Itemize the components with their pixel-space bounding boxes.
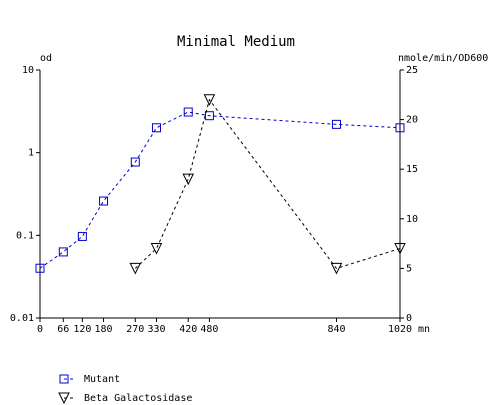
chart-title: Minimal Medium <box>177 34 295 50</box>
data-point <box>130 157 140 167</box>
x-tick-label: 480 <box>200 324 218 335</box>
x-tick-label: 180 <box>94 324 112 335</box>
y-tick-label: 0.01 <box>10 313 34 324</box>
data-point <box>394 243 406 255</box>
legend-label: Mutant <box>84 374 120 385</box>
x-tick-label: 66 <box>57 324 69 335</box>
x-tick-label: 270 <box>126 324 144 335</box>
x-tick-label: 420 <box>179 324 197 335</box>
x-tick-label: 0 <box>37 324 43 335</box>
series-line <box>39 111 401 269</box>
x-tick-label: 330 <box>147 324 165 335</box>
data-point <box>203 94 216 106</box>
y-tick-label: 10 <box>22 65 34 76</box>
y-axis-label: od <box>40 53 52 64</box>
legend-marker <box>58 392 70 405</box>
x-axis-label: mn <box>418 324 430 335</box>
data-point <box>331 119 341 129</box>
data-point <box>58 247 68 257</box>
data-point <box>182 173 195 186</box>
data-point <box>99 196 109 206</box>
data-point <box>151 123 161 133</box>
y-tick-label: 1 <box>28 148 34 159</box>
y-tick-label: 0.1 <box>16 230 34 241</box>
y2-tick-label: 10 <box>406 214 418 225</box>
y2-tick-label: 20 <box>406 115 418 126</box>
data-point <box>330 262 343 275</box>
data-point <box>35 263 45 273</box>
x-tick-label: 840 <box>327 324 345 335</box>
series-line <box>134 98 401 269</box>
x-tick-label: 1020 <box>388 324 412 335</box>
data-point <box>77 231 87 241</box>
data-point <box>395 123 405 133</box>
y2-tick-label: 0 <box>406 313 412 324</box>
x-tick-label: 120 <box>73 324 91 335</box>
y2-tick-label: 5 <box>406 263 412 274</box>
data-point <box>129 262 142 275</box>
data-point <box>204 111 214 121</box>
data-point <box>150 243 163 255</box>
data-point <box>183 107 193 117</box>
y2-tick-label: 15 <box>406 164 418 175</box>
y2-axis-label: nmole/min/OD600 <box>398 53 488 64</box>
legend-marker <box>59 374 69 384</box>
y2-tick-label: 25 <box>406 65 418 76</box>
legend-label: Beta Galactosidase <box>84 393 192 404</box>
